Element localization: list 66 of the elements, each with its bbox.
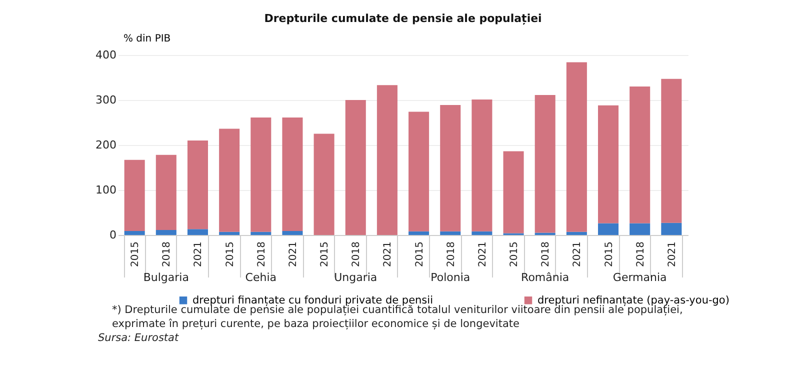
bar: [661, 78, 682, 223]
y-tick-label: 400: [96, 48, 116, 62]
y-tick-label: 100: [96, 184, 116, 196]
bar: [156, 230, 176, 235]
bar: [661, 222, 682, 235]
text: Sursa: Eurostat: [98, 331, 180, 345]
legend-label: drepturi finanțate cu fonduri private de pensii: [192, 294, 433, 306]
bar: [440, 104, 461, 232]
legend-label: drepturi nefinanțate (pay-as-you-go): [538, 294, 730, 306]
bar: [250, 118, 272, 232]
bar: [314, 134, 334, 235]
bar: [219, 128, 240, 232]
bar: [124, 160, 145, 231]
x-tick-label: 2018: [351, 242, 362, 267]
x-tick-label: 2015: [509, 242, 520, 267]
bar: [345, 100, 366, 235]
x-tick-label: 2021: [477, 242, 488, 267]
x-tick-label: 2018: [446, 242, 457, 267]
bar: [566, 62, 587, 232]
bar: [250, 232, 272, 235]
x-tick-label: 2018: [162, 242, 173, 267]
x-tick-label: 2018: [256, 242, 268, 267]
y-tick-label: 200: [96, 138, 116, 152]
bar: [534, 95, 556, 233]
bar: [219, 232, 240, 235]
x-tick-label: 2015: [414, 242, 426, 267]
bar: [282, 118, 303, 231]
x-tick-label: 2018: [540, 242, 552, 267]
y-axis-title: % din PIB: [124, 34, 171, 44]
text: Ungaria: [334, 271, 378, 284]
y-tick-label: 300: [96, 94, 116, 106]
chart-title: Drepturile cumulate de pensie ale populației: [264, 12, 542, 25]
x-tick-label: 2015: [224, 242, 236, 267]
text: Polonia: [430, 271, 470, 284]
x-tick-label: 2021: [382, 242, 394, 267]
bar: [282, 230, 303, 235]
x-tick-label: 2015: [320, 242, 331, 267]
bar: [598, 105, 619, 224]
bar: [440, 231, 461, 235]
x-tick-label: 2015: [130, 242, 142, 267]
x-tick-label: 2021: [288, 242, 299, 267]
text: *) Drepturile cumulate de pensie ale populației cuantifică totalul veniturilor viitoare din pensii ale populației, exprimate în prețuri curente, pe baza proiecțiilor economice și de longevitate: [112, 304, 683, 331]
text: Bulgaria: [143, 271, 189, 284]
x-tick-label: 2021: [666, 242, 678, 267]
bar: [598, 223, 619, 235]
bar: [472, 231, 492, 235]
y-tick-label: 0: [110, 228, 116, 242]
bar: [472, 100, 492, 232]
x-tick-label: 2015: [604, 242, 615, 267]
bar: [187, 140, 208, 230]
bar: [124, 230, 145, 235]
bar: [503, 151, 524, 234]
text: Cehia: [245, 271, 277, 284]
bar: [630, 223, 650, 235]
x-tick-label: 2021: [572, 242, 584, 267]
text: România: [521, 271, 570, 284]
bar: [187, 229, 208, 235]
bar: [156, 154, 176, 230]
bar: [630, 86, 650, 224]
bar: [408, 231, 430, 235]
bar: [376, 85, 398, 235]
x-tick-label: 2018: [635, 242, 646, 267]
text: Germania: [612, 271, 667, 284]
bar: [566, 232, 587, 235]
bar: [408, 112, 430, 232]
x-tick-label: 2021: [193, 242, 204, 267]
